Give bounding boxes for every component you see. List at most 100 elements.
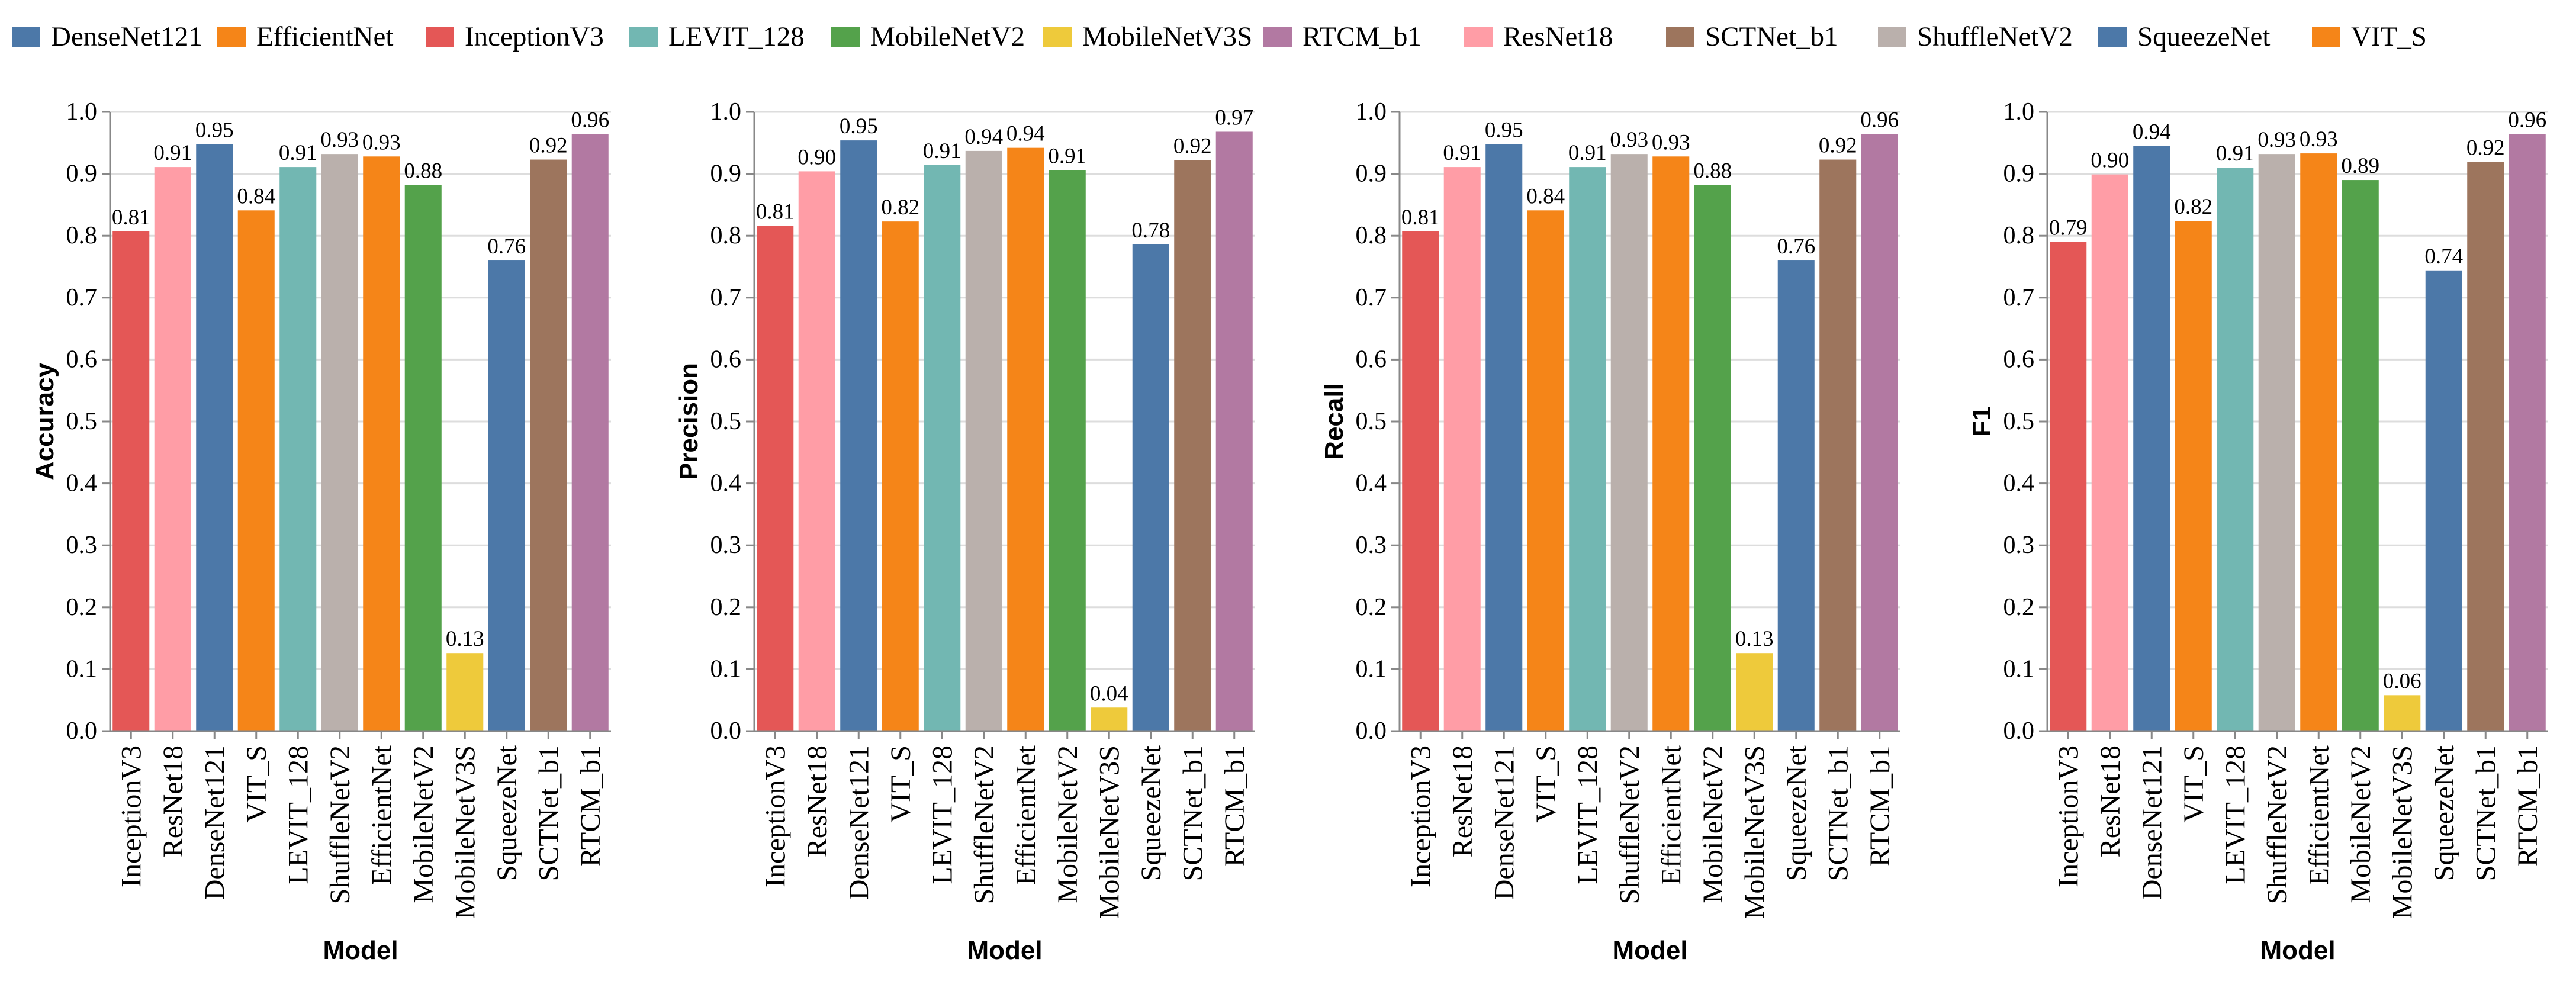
x-tick-label: SCTNet_b1 — [1177, 745, 1208, 881]
bar-resnet18[interactable] — [154, 167, 191, 731]
bar-resnet18[interactable] — [798, 171, 835, 731]
x-tick-label: EfficientNet — [1010, 745, 1041, 885]
bar-inceptionv3[interactable] — [2050, 242, 2087, 731]
y-tick-label: 0.5 — [66, 408, 98, 435]
bar-levit_128[interactable] — [279, 167, 317, 731]
bar-sctnet_b1[interactable] — [2467, 162, 2504, 731]
legend-item[interactable]: ResNet18 — [1464, 21, 1613, 52]
x-tick-label: InceptionV3 — [1405, 745, 1436, 887]
y-tick-label: 0.0 — [710, 717, 742, 745]
x-tick-label: MobileNetV2 — [1697, 745, 1729, 903]
bar-levit_128[interactable] — [924, 165, 961, 731]
x-tick-label: DenseNet121 — [199, 745, 230, 900]
bar-sctnet_b1[interactable] — [1174, 160, 1211, 731]
bar-densenet121[interactable] — [840, 140, 877, 732]
bar-resnet18[interactable] — [2091, 174, 2128, 731]
bar-efficientnet[interactable] — [1652, 156, 1690, 731]
bar-vit_s[interactable] — [1527, 210, 1564, 732]
y-tick-label: 0.9 — [2003, 160, 2035, 188]
bar-inceptionv3[interactable] — [112, 231, 150, 731]
legend-item[interactable]: MobileNetV3S — [1043, 21, 1252, 52]
bar-mobilenetv2[interactable] — [2342, 180, 2379, 731]
bar-efficientnet[interactable] — [363, 156, 400, 731]
bar-inceptionv3[interactable] — [757, 226, 794, 731]
legend-item[interactable]: EfficientNet — [217, 21, 393, 52]
bar-vit_s[interactable] — [882, 221, 919, 732]
bar-efficientnet[interactable] — [2300, 153, 2337, 731]
value-label: 0.13 — [1735, 627, 1774, 651]
y-tick-label: 0.4 — [710, 470, 742, 497]
legend-item[interactable]: InceptionV3 — [426, 21, 604, 52]
bar-inceptionv3[interactable] — [1402, 231, 1439, 731]
value-label: 0.91 — [1048, 144, 1086, 168]
legend-swatch — [1878, 27, 1906, 47]
x-tick-label: ShuffleNetV2 — [324, 745, 356, 904]
legend-item[interactable]: MobileNetV2 — [831, 21, 1025, 52]
bar-resnet18[interactable] — [1443, 167, 1481, 731]
bar-mobilenetv2[interactable] — [1694, 185, 1731, 732]
legend-item[interactable]: LEVIT_128 — [629, 21, 805, 52]
x-tick-label: ShuffleNetV2 — [1614, 745, 1645, 904]
value-label: 0.96 — [571, 108, 609, 133]
bar-rtcm_b1[interactable] — [571, 134, 609, 731]
bar-shufflenetv2[interactable] — [321, 154, 358, 731]
bar-levit_128[interactable] — [1569, 167, 1606, 731]
bar-densenet121[interactable] — [1485, 144, 1523, 732]
x-tick-label: VIT_S — [1530, 745, 1562, 823]
value-label: 0.91 — [1443, 141, 1481, 165]
legend-item[interactable]: VIT_S — [2312, 21, 2427, 52]
bar-squeezenet[interactable] — [2425, 270, 2462, 731]
x-tick-label: DenseNet121 — [1488, 745, 1520, 900]
bar-mobilenetv3s[interactable] — [446, 653, 484, 731]
bar-vit_s[interactable] — [237, 210, 275, 732]
y-tick-label: 0.6 — [66, 346, 98, 373]
bar-rtcm_b1[interactable] — [2509, 134, 2546, 731]
bar-mobilenetv3s[interactable] — [2384, 695, 2421, 731]
y-axis-title: Accuracy — [30, 362, 59, 480]
y-tick-label: 0.1 — [2003, 655, 2035, 683]
legend-item[interactable]: DenseNet121 — [12, 21, 202, 52]
legend-label: DenseNet121 — [51, 21, 202, 52]
bar-efficientnet[interactable] — [1007, 147, 1044, 732]
value-label: 0.97 — [1215, 105, 1253, 130]
y-tick-label: 0.3 — [2003, 532, 2035, 559]
bar-squeezenet[interactable] — [1132, 244, 1169, 731]
bar-vit_s[interactable] — [2175, 221, 2212, 731]
y-axis-title: Precision — [674, 363, 703, 480]
value-label: 0.78 — [1131, 218, 1170, 243]
bar-shufflenetv2[interactable] — [1610, 154, 1648, 731]
bar-levit_128[interactable] — [2217, 168, 2254, 731]
bar-densenet121[interactable] — [2133, 146, 2170, 731]
legend-swatch — [12, 27, 40, 47]
value-label: 0.96 — [1860, 108, 1899, 133]
bar-mobilenetv2[interactable] — [404, 185, 442, 732]
bar-mobilenetv3s[interactable] — [1091, 707, 1128, 731]
legend-item[interactable]: ShuffleNetV2 — [1878, 21, 2073, 52]
bar-rtcm_b1[interactable] — [1215, 131, 1253, 732]
bar-sctnet_b1[interactable] — [1819, 159, 1857, 731]
x-tick-label: LEVIT_128 — [927, 745, 958, 884]
legend-item[interactable]: SqueezeNet — [2098, 21, 2270, 52]
legend-label: RTCM_b1 — [1303, 21, 1422, 52]
bar-mobilenetv3s[interactable] — [1736, 653, 1773, 731]
legend-label: SCTNet_b1 — [1705, 21, 1838, 52]
y-tick-label: 0.1 — [66, 655, 98, 683]
value-label: 0.76 — [1777, 234, 1815, 259]
bar-sctnet_b1[interactable] — [530, 159, 567, 731]
bar-densenet121[interactable] — [196, 144, 233, 732]
bar-squeezenet[interactable] — [1777, 260, 1815, 731]
legend-item[interactable]: RTCM_b1 — [1263, 21, 1422, 52]
bar-squeezenet[interactable] — [488, 260, 525, 731]
x-tick-label: RTCM_b1 — [2512, 745, 2543, 867]
bar-mobilenetv2[interactable] — [1049, 170, 1086, 732]
bar-shufflenetv2[interactable] — [965, 150, 1002, 731]
legend-label: LEVIT_128 — [668, 21, 805, 52]
bar-shufflenetv2[interactable] — [2258, 154, 2295, 731]
y-tick-label: 0.6 — [2003, 346, 2035, 373]
y-axis-title: Recall — [1320, 383, 1349, 460]
legend-item[interactable]: SCTNet_b1 — [1666, 21, 1838, 52]
legend-label: MobileNetV2 — [870, 21, 1025, 52]
bar-rtcm_b1[interactable] — [1861, 134, 1898, 731]
value-label: 0.91 — [923, 139, 961, 163]
y-tick-label: 0.2 — [710, 594, 742, 621]
